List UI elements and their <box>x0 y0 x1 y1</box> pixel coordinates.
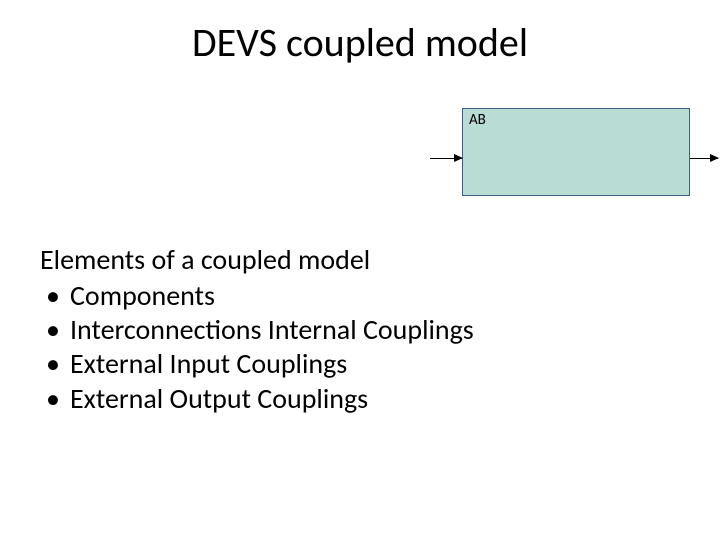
list-item-text: Interconnections Internal Couplings <box>70 312 474 347</box>
body-text-block: Elements of a coupled model Components I… <box>40 243 680 416</box>
list-item-text: Components <box>70 278 215 313</box>
arrow-head-icon <box>454 154 463 162</box>
list-item: External Input Couplings <box>40 347 680 381</box>
slide: DEVS coupled model AB Elements of a coup… <box>0 0 720 540</box>
coupled-model-box-label: AB <box>469 111 486 129</box>
arrow-head-icon <box>710 154 719 162</box>
slide-title: DEVS coupled model <box>0 18 720 67</box>
list-item-text: External Input Couplings <box>70 346 347 381</box>
list-item: Components <box>40 279 680 313</box>
list-item-text: External Output Couplings <box>70 381 368 416</box>
list-item: External Output Couplings <box>40 382 680 416</box>
output-arrow <box>690 158 718 160</box>
coupled-model-box: AB <box>462 108 690 196</box>
list-item: Interconnections Internal Couplings <box>40 313 680 347</box>
bullet-list: Components Interconnections Internal Cou… <box>40 279 680 416</box>
input-arrow <box>430 158 462 160</box>
body-heading: Elements of a coupled model <box>40 243 680 277</box>
